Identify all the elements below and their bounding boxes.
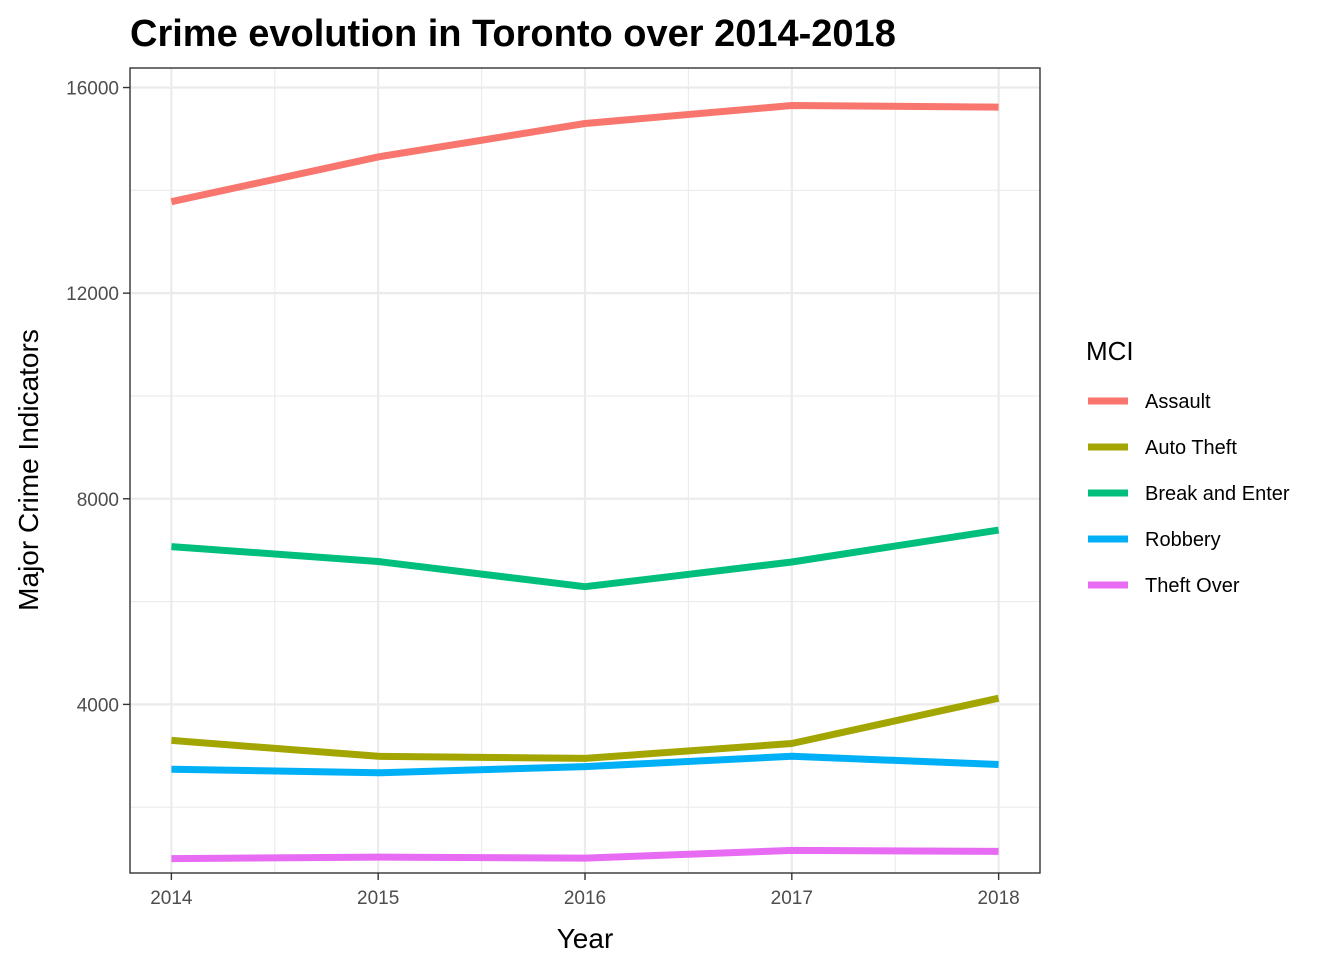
legend: MCI Assault Auto Theft Break and Enter Robb…: [1086, 336, 1290, 597]
x-tick-label: 2014: [150, 888, 193, 909]
y-tick-label: 4000: [77, 695, 119, 716]
legend-label-break-and-enter: Break and Enter: [1145, 483, 1290, 505]
x-tick-label: 2017: [771, 888, 813, 909]
x-tick-label: 2018: [977, 888, 1019, 909]
legend-label-theft-over: Theft Over: [1145, 575, 1240, 597]
series-line-theft-over: [171, 846, 999, 863]
x-axis-title: Year: [557, 923, 614, 954]
x-axis: 2014 2015 2016 2017 2018: [150, 873, 1020, 909]
x-tick-label: 2016: [564, 888, 606, 909]
y-axis: 4000 8000 12000 16000: [66, 79, 130, 716]
series-line-assault: [170, 102, 999, 206]
series-lines: [170, 102, 1000, 863]
legend-label-assault: Assault: [1145, 391, 1211, 413]
series-line-robbery: [171, 752, 999, 777]
chart-title: Crime evolution in Toronto over 2014-201…: [130, 13, 896, 55]
legend-label-auto-theft: Auto Theft: [1145, 437, 1237, 459]
y-tick-label: 8000: [77, 490, 119, 511]
legend-label-robbery: Robbery: [1145, 529, 1221, 551]
x-tick-label: 2015: [357, 888, 399, 909]
legend-title: MCI: [1086, 336, 1134, 366]
series-line-auto-theft: [171, 694, 1000, 762]
series-line-break-and-enter: [171, 526, 1000, 591]
grid: [130, 68, 1040, 873]
y-tick-label: 12000: [66, 284, 119, 305]
y-axis-title: Major Crime Indicators: [13, 329, 44, 611]
y-tick-label: 16000: [66, 79, 119, 100]
